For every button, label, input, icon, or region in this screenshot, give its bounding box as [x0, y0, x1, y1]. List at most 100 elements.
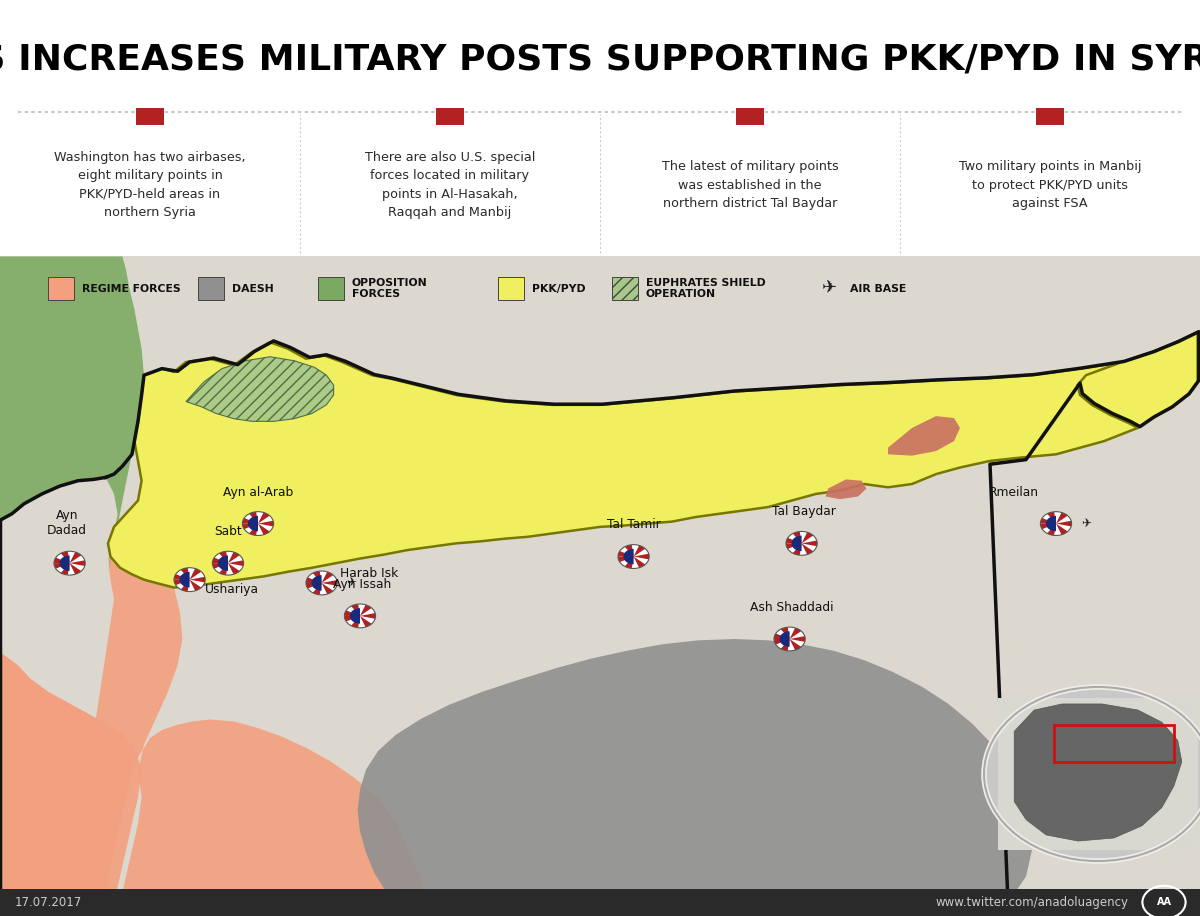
Polygon shape	[0, 256, 142, 916]
Polygon shape	[1014, 704, 1182, 841]
Text: Ayn Issah: Ayn Issah	[334, 578, 391, 591]
Wedge shape	[360, 605, 372, 616]
Wedge shape	[793, 543, 802, 555]
Text: www.twitter.com/anadoluagency: www.twitter.com/anadoluagency	[936, 896, 1129, 909]
Wedge shape	[790, 636, 805, 642]
Wedge shape	[174, 574, 190, 580]
Wedge shape	[781, 639, 790, 651]
Polygon shape	[888, 416, 960, 455]
Wedge shape	[360, 616, 372, 627]
Wedge shape	[220, 551, 228, 563]
Wedge shape	[634, 557, 646, 568]
Wedge shape	[786, 543, 802, 549]
Wedge shape	[258, 512, 270, 524]
Bar	[136, 108, 164, 125]
Text: AA: AA	[1157, 898, 1171, 907]
Wedge shape	[54, 563, 70, 569]
Wedge shape	[250, 524, 258, 536]
Wedge shape	[625, 545, 634, 557]
Circle shape	[212, 551, 244, 575]
Circle shape	[174, 568, 205, 592]
Wedge shape	[190, 577, 205, 583]
Text: Harab Isk: Harab Isk	[341, 567, 398, 580]
Circle shape	[344, 604, 376, 627]
Wedge shape	[1040, 518, 1056, 524]
Wedge shape	[212, 558, 228, 563]
Wedge shape	[360, 613, 376, 619]
Wedge shape	[1046, 516, 1056, 531]
Wedge shape	[786, 538, 802, 543]
Wedge shape	[1048, 524, 1056, 536]
Wedge shape	[322, 572, 334, 583]
Wedge shape	[228, 561, 244, 566]
Wedge shape	[218, 555, 228, 571]
Wedge shape	[190, 569, 202, 580]
Text: REGIME FORCES: REGIME FORCES	[82, 284, 180, 293]
Polygon shape	[108, 333, 1198, 587]
Wedge shape	[313, 571, 322, 583]
Text: Rmeilan: Rmeilan	[989, 485, 1039, 498]
Wedge shape	[312, 575, 322, 591]
Wedge shape	[1056, 520, 1072, 527]
Bar	[436, 108, 464, 125]
Text: There are also U.S. special
forces located in military
points in Al-Hasakah,
Raq: There are also U.S. special forces locat…	[365, 151, 535, 219]
Wedge shape	[306, 583, 322, 588]
Text: ✈: ✈	[822, 279, 836, 298]
Text: Washington has two airbases,
eight military points in
PKK/PYD-held areas in
nort: Washington has two airbases, eight milit…	[54, 151, 246, 219]
Wedge shape	[1056, 524, 1068, 535]
Wedge shape	[1040, 524, 1056, 529]
Wedge shape	[802, 532, 814, 543]
Wedge shape	[181, 580, 190, 592]
Bar	[736, 108, 764, 125]
Bar	[612, 277, 638, 300]
Bar	[498, 277, 524, 300]
Wedge shape	[352, 604, 360, 616]
Circle shape	[786, 531, 817, 555]
Text: Ayn
Dadad: Ayn Dadad	[47, 508, 88, 537]
Wedge shape	[258, 520, 274, 527]
Text: Sabt: Sabt	[214, 525, 242, 538]
Text: ✈: ✈	[1081, 518, 1091, 530]
Wedge shape	[781, 627, 790, 639]
Polygon shape	[186, 356, 334, 421]
Wedge shape	[790, 639, 802, 650]
Circle shape	[618, 545, 649, 569]
Wedge shape	[54, 558, 70, 563]
Circle shape	[54, 551, 85, 575]
Bar	[48, 277, 74, 300]
Wedge shape	[634, 553, 649, 560]
Bar	[198, 277, 224, 300]
Text: Ushariya: Ushariya	[204, 583, 259, 596]
Wedge shape	[228, 563, 240, 574]
Wedge shape	[322, 583, 334, 594]
Wedge shape	[180, 572, 190, 587]
Wedge shape	[181, 568, 190, 580]
Wedge shape	[634, 545, 646, 557]
Wedge shape	[774, 639, 790, 645]
Wedge shape	[306, 577, 322, 583]
Text: EUPHRATES SHIELD
OPERATION: EUPHRATES SHIELD OPERATION	[646, 278, 766, 300]
Bar	[318, 277, 344, 300]
Wedge shape	[780, 631, 790, 647]
Circle shape	[242, 512, 274, 536]
Wedge shape	[70, 552, 82, 563]
Wedge shape	[250, 512, 258, 524]
Wedge shape	[70, 563, 82, 574]
Wedge shape	[174, 580, 190, 585]
Wedge shape	[618, 557, 634, 562]
Wedge shape	[350, 608, 360, 624]
Wedge shape	[625, 557, 634, 569]
Polygon shape	[358, 639, 1032, 916]
Wedge shape	[70, 561, 85, 566]
Circle shape	[306, 571, 337, 594]
Text: 17.07.2017: 17.07.2017	[14, 896, 82, 909]
Polygon shape	[0, 557, 426, 916]
Wedge shape	[618, 551, 634, 557]
Wedge shape	[60, 555, 70, 571]
Wedge shape	[344, 610, 360, 616]
Wedge shape	[242, 524, 258, 529]
Text: Two military points in Manbij
to protect PKK/PYD units
against FSA: Two military points in Manbij to protect…	[959, 160, 1141, 210]
Wedge shape	[802, 540, 817, 546]
Wedge shape	[258, 524, 270, 535]
Wedge shape	[793, 531, 802, 543]
